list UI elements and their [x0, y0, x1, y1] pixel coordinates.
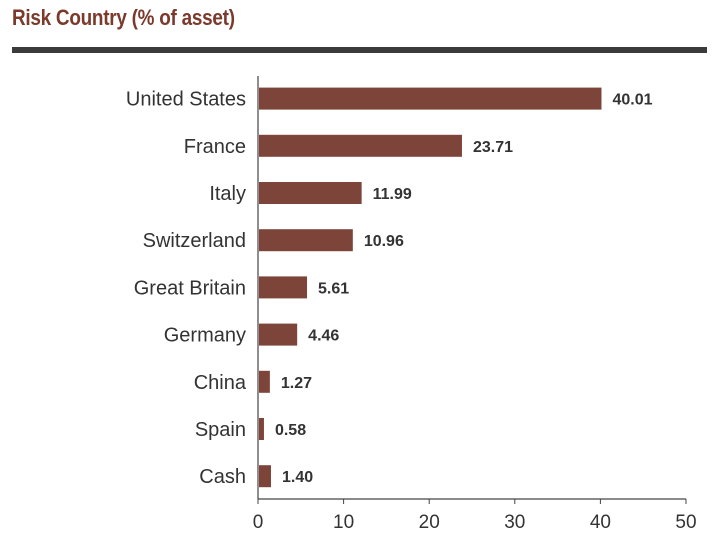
category-label: Great Britain [134, 277, 246, 299]
title-divider [12, 47, 707, 53]
x-tick-label: 30 [504, 512, 525, 533]
bar [259, 370, 270, 393]
value-label: 23.71 [473, 139, 513, 156]
bar [259, 276, 308, 299]
bar [259, 465, 271, 488]
category-label: China [194, 372, 247, 394]
category-label: Spain [195, 419, 246, 441]
x-tick-label: 40 [590, 512, 611, 533]
bar [259, 134, 462, 157]
value-label: 10.96 [364, 233, 404, 250]
chart-title: Risk Country (% of asset) [12, 5, 235, 30]
value-label: 1.40 [282, 469, 313, 486]
x-tick-label: 50 [675, 512, 696, 533]
value-label: 11.99 [373, 186, 412, 203]
bar [259, 323, 298, 346]
x-tick-label: 10 [333, 512, 354, 533]
value-label: 5.61 [318, 280, 349, 297]
value-label: 1.27 [281, 375, 312, 392]
bar [259, 87, 602, 110]
bar [259, 182, 362, 204]
x-tick-label: 0 [253, 512, 264, 533]
category-label: United States [126, 89, 246, 111]
category-label: Germany [164, 325, 246, 347]
category-label: Cash [199, 466, 246, 488]
value-label: 0.58 [275, 422, 306, 439]
x-tick-label: 20 [419, 512, 440, 533]
value-label: 40.01 [612, 92, 652, 109]
bar [259, 229, 353, 252]
category-label: Italy [209, 183, 246, 205]
bar [259, 418, 264, 440]
category-label: France [184, 136, 246, 158]
value-label: 4.46 [308, 328, 339, 345]
category-label: Switzerland [143, 230, 246, 252]
